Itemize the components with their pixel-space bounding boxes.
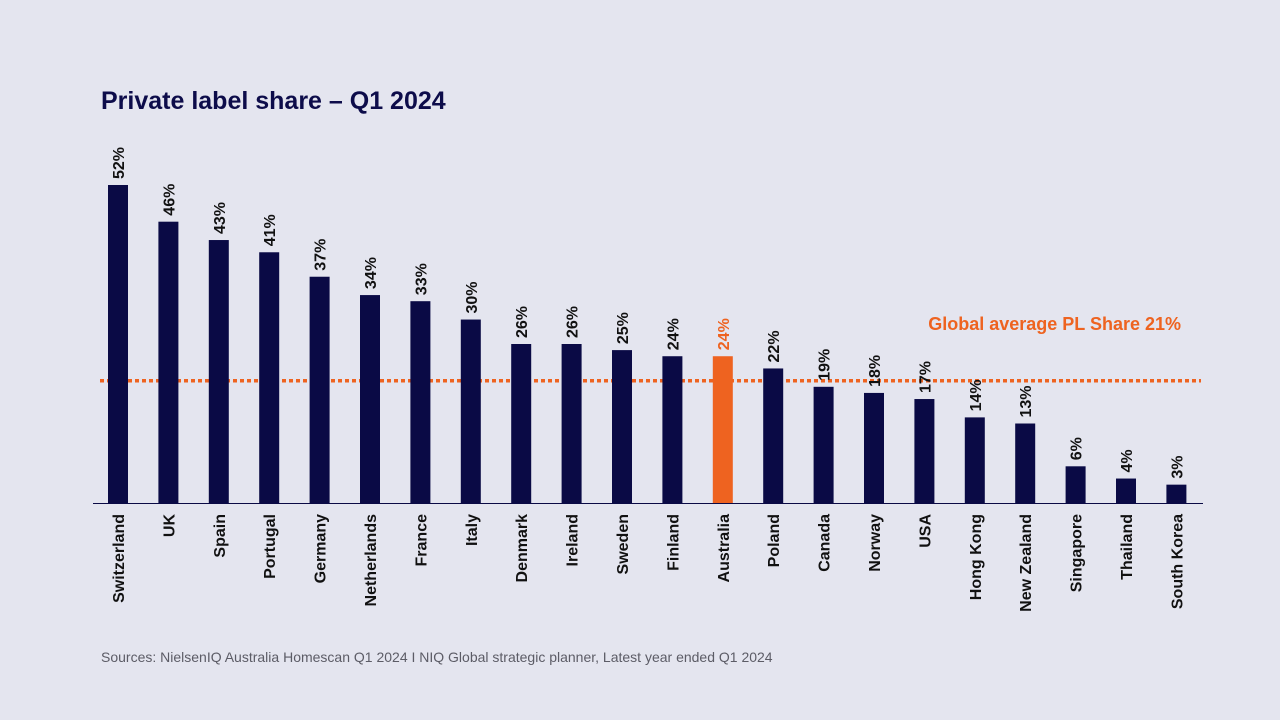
bar-canada xyxy=(813,386,834,503)
category-label: UK xyxy=(161,514,178,538)
category-label: Ireland xyxy=(565,514,582,566)
category-label: Finland xyxy=(665,514,682,571)
bar-netherlands xyxy=(360,295,380,503)
bar-france xyxy=(410,301,431,503)
data-label: 13% xyxy=(1018,385,1035,417)
category-label: Germany xyxy=(313,514,330,583)
category-label: Hong Kong xyxy=(968,514,985,600)
bar-switzerland xyxy=(108,185,128,503)
category-label: Thailand xyxy=(1119,514,1136,580)
data-label: 18% xyxy=(867,355,884,387)
category-label: Switzerland xyxy=(111,514,128,603)
data-label: 6% xyxy=(1069,437,1086,460)
source-note: Sources: NielsenIQ Australia Homescan Q1… xyxy=(101,649,773,665)
bar-uk xyxy=(158,221,179,503)
category-label: Denmark xyxy=(514,514,531,583)
reference-line-label: Global average PL Share 21% xyxy=(928,314,1181,334)
bar-germany xyxy=(309,276,330,503)
bar-denmark xyxy=(511,344,532,503)
category-label: New Zealand xyxy=(1018,514,1035,612)
data-label: 17% xyxy=(917,361,934,393)
bar-poland xyxy=(763,368,784,503)
data-label: 41% xyxy=(262,214,279,246)
data-label: 24% xyxy=(716,318,733,350)
bar-new-zealand xyxy=(1015,423,1036,503)
data-label: 43% xyxy=(212,202,229,234)
bar-singapore xyxy=(1065,466,1086,503)
data-label: 3% xyxy=(1169,456,1186,479)
bar-usa xyxy=(914,399,935,503)
bar-italy xyxy=(460,319,481,503)
data-label: 26% xyxy=(514,306,531,338)
category-label: Portugal xyxy=(262,514,279,579)
data-label: 4% xyxy=(1119,449,1136,472)
data-label: 24% xyxy=(665,318,682,350)
category-label: Norway xyxy=(867,514,884,572)
category-label: Australia xyxy=(716,514,733,583)
category-label: Netherlands xyxy=(363,514,380,607)
category-label: USA xyxy=(917,514,934,548)
data-label: 46% xyxy=(161,184,178,216)
bar-portugal xyxy=(259,252,280,503)
category-label: Italy xyxy=(464,514,481,546)
category-label: Poland xyxy=(766,514,783,567)
data-label: 22% xyxy=(766,330,783,362)
data-label: 52% xyxy=(111,147,128,179)
data-label: 37% xyxy=(313,239,330,271)
data-label: 34% xyxy=(363,257,380,289)
bar-australia xyxy=(712,356,733,503)
category-label: South Korea xyxy=(1169,514,1186,609)
category-label: Canada xyxy=(817,514,834,572)
chart-title: Private label share – Q1 2024 xyxy=(101,87,446,115)
data-label: 25% xyxy=(615,312,632,344)
category-label: Singapore xyxy=(1069,514,1086,592)
data-label: 30% xyxy=(464,282,481,314)
bar-thailand xyxy=(1116,478,1136,503)
bar-sweden xyxy=(612,350,632,503)
category-label: France xyxy=(413,514,430,567)
bar-ireland xyxy=(561,344,582,503)
bar-spain xyxy=(208,240,229,504)
bar-south-korea xyxy=(1166,484,1187,503)
category-label: Sweden xyxy=(615,514,632,574)
bar-hong-kong xyxy=(964,417,985,503)
category-label: Spain xyxy=(212,514,229,558)
bar-norway xyxy=(864,392,884,503)
data-label: 14% xyxy=(968,379,985,411)
data-label: 19% xyxy=(817,349,834,381)
data-label: 33% xyxy=(413,263,430,295)
bar-finland xyxy=(662,356,683,503)
data-label: 26% xyxy=(565,306,582,338)
